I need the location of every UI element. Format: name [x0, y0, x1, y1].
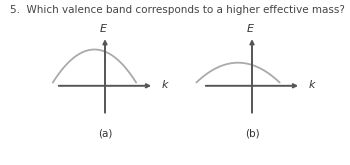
Text: 5.  Which valence band corresponds to a higher effective mass?: 5. Which valence band corresponds to a h…: [10, 5, 345, 15]
Text: E: E: [100, 24, 107, 34]
Text: k: k: [309, 80, 315, 90]
Text: (b): (b): [245, 129, 259, 139]
Text: k: k: [162, 80, 168, 90]
Text: E: E: [247, 24, 254, 34]
Text: (a): (a): [98, 129, 112, 139]
